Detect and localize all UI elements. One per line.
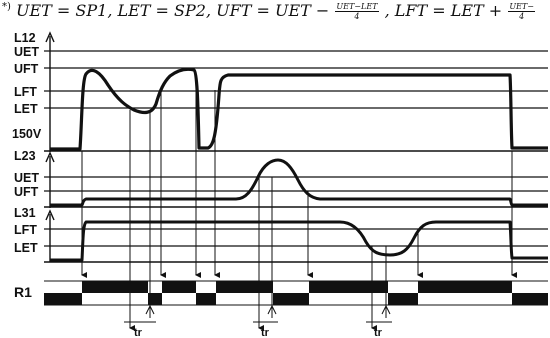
l12-level-lft: LFT (14, 85, 37, 99)
l12-level-uft: UFT (14, 62, 39, 76)
delay-label-2: tr (261, 327, 270, 338)
relay-off-segment-5 (388, 293, 418, 305)
relay-r1: R1 (14, 280, 548, 306)
l12-level-150v: 150V (12, 127, 42, 141)
relay-off-segment-3 (196, 293, 216, 305)
l12-level-let: LET (14, 102, 38, 116)
fraction-1-denominator: 4 (354, 12, 360, 21)
formula-header: *) UET = SP1, LET = SP2, UFT = UET − UET… (2, 1, 548, 27)
relay-on-segment-3 (216, 281, 273, 293)
formula-fraction-2: UET− 4 (508, 2, 535, 21)
l23-y-axis-arrow (45, 151, 55, 163)
formula-fraction-1: UET−LET 4 (335, 2, 379, 21)
l23-level-uft: UFT (14, 185, 39, 199)
l12-channel-label: L12 (14, 31, 36, 45)
formula-part-1: UET = SP1, LET = SP2, UFT = UET − (16, 1, 330, 20)
formula-part-2: , LFT = LET + (384, 1, 503, 20)
relay-off-segment-6 (512, 293, 548, 305)
l31-channel-label: L31 (14, 206, 36, 220)
fraction-2-denominator: 4 (519, 12, 525, 21)
l23-voltage-waveform (50, 158, 548, 207)
l31-level-let: LET (14, 241, 38, 255)
delay-annotation-3: tr (366, 304, 392, 338)
fraction-2-numerator: UET− (508, 2, 535, 12)
l23-channel-label: L23 (14, 149, 36, 163)
relay-off-segment-4 (273, 293, 309, 305)
l31-y-axis-arrow (45, 209, 55, 221)
footnote-marker: *) (2, 1, 11, 13)
relay-on-segment-4 (309, 281, 388, 293)
relay-off-segment-1 (44, 293, 82, 305)
delay-label-3: tr (374, 327, 383, 338)
l12-y-axis-arrow (45, 31, 55, 43)
fraction-1-numerator: UET−LET (335, 2, 379, 12)
l12-voltage-waveform (50, 67, 548, 151)
relay-off-segment-2 (148, 293, 162, 305)
panel-l23: L23 UET UFT (14, 149, 548, 208)
delay-annotation-2: tr (253, 304, 278, 338)
l12-level-uet: UET (14, 45, 39, 59)
relay-on-segment-5 (418, 281, 512, 293)
panel-l12: L12 UET UFT LFT LET 150V (12, 31, 548, 152)
relay-on-segment-2 (162, 281, 196, 293)
l23-level-uet: UET (14, 171, 39, 185)
relay-on-segment-1 (82, 281, 148, 293)
delay-annotation-1: tr (124, 304, 156, 338)
l31-voltage-waveform (50, 220, 548, 262)
delay-label-1: tr (134, 327, 143, 338)
l31-level-lft: LFT (14, 223, 37, 237)
panel-l31: L31 LFT LET (14, 206, 548, 263)
relay-r1-label: R1 (14, 284, 32, 300)
